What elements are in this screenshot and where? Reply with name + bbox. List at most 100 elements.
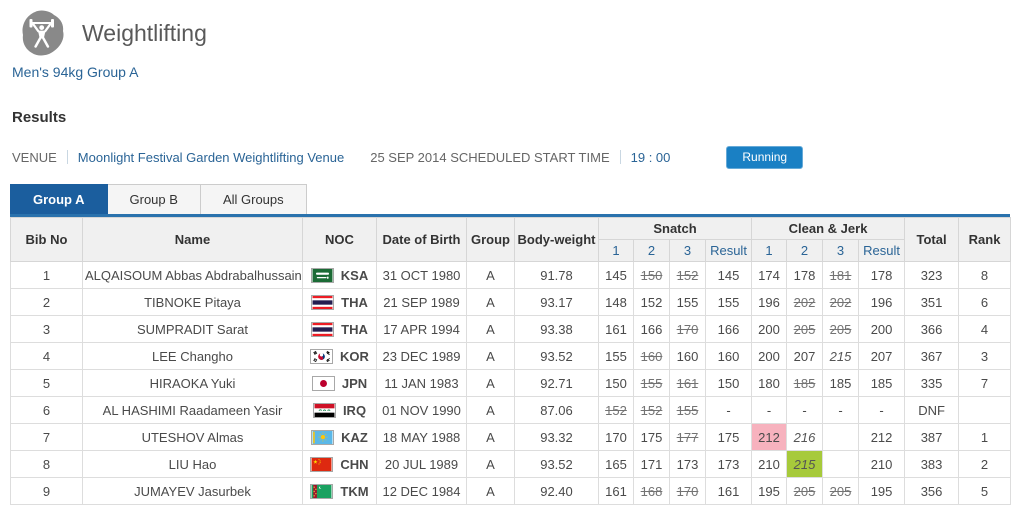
noc-cell: KAZ (302, 423, 377, 451)
attempt-value: 178 (793, 267, 816, 283)
cj-attempt-1-cell: 212 (751, 423, 788, 451)
dob-cell: 21 SEP 1989 (376, 288, 467, 316)
flag-kaz-icon (311, 429, 335, 445)
attempt-value: 170 (676, 483, 699, 499)
name-cell: HIRAOKA Yuki (82, 369, 303, 397)
attempt-value: 207 (793, 348, 816, 364)
attempt-value: 202 (829, 294, 852, 310)
cj-attempt-3-cell: 205 (822, 477, 860, 505)
noc-code: THA (341, 321, 368, 337)
attempt-value: 215 (829, 348, 852, 364)
noc-code: THA (341, 294, 368, 310)
bodyweight-cell: 93.17 (514, 288, 599, 316)
rank-cell: 1 (958, 423, 1012, 451)
flag-jpn-icon (311, 375, 335, 391)
attempt-value: 185 (793, 375, 816, 391)
attempt-value: 205 (793, 483, 816, 499)
name-cell: TIBNOKE Pitaya (82, 288, 303, 316)
col-cj-2: 2 (786, 239, 824, 262)
bib-cell: 7 (10, 423, 83, 451)
col-name: Name (82, 217, 303, 262)
dob-cell: 12 DEC 1984 (376, 477, 467, 505)
separator (619, 150, 621, 164)
table-row: 2 TIBNOKE Pitaya THA 21 SEP 1989 A 93.17 148 15… (10, 288, 1012, 316)
col-noc: NOC (302, 217, 377, 262)
total-cell: 383 (904, 450, 960, 478)
col-snatch: Snatch (597, 217, 753, 240)
attempt-value: - (838, 402, 843, 418)
bodyweight-cell: 92.40 (514, 477, 599, 505)
cj-attempt-2-cell: 205 (786, 315, 824, 343)
attempt-value: - (802, 402, 807, 418)
group-cell: A (466, 369, 515, 397)
noc-cell: CHN (302, 450, 377, 478)
flag-irq-icon (312, 402, 336, 418)
cj-attempt-3-cell (822, 423, 860, 451)
attempt-value: 152 (640, 294, 663, 310)
tab-group-b[interactable]: Group B (107, 184, 201, 214)
total-cell: 356 (904, 477, 960, 505)
table-row: 9 JUMAYEV Jasurbek TKM 12 DEC 1984 A 92.40 161… (10, 477, 1012, 505)
attempt-value: 160 (676, 348, 699, 364)
noc-code: KOR (340, 348, 369, 364)
event-link[interactable]: Men's 94kg Group A (12, 64, 139, 80)
group-cell: A (466, 342, 515, 370)
noc-cell: KSA (302, 261, 377, 289)
cj-result-cell: 212 (858, 423, 906, 451)
attempt-value: 165 (605, 456, 627, 472)
venue-link[interactable]: Moonlight Festival Garden Weightlifting … (77, 149, 345, 165)
snatch-result-cell: 160 (704, 342, 753, 370)
table-row: 8 LIU Hao CHN 20 JUL 1989 A 93.52 165 171 173 173… (10, 450, 1012, 478)
table-row: 6 AL HASHIMI Raadameen Yasir IRQ 01 NOV 199… (10, 396, 1012, 424)
snatch-result-cell: 145 (704, 261, 753, 289)
cj-attempt-1-cell: 180 (751, 369, 788, 397)
cj-attempt-3-cell: - (822, 396, 860, 424)
group-cell: A (466, 261, 515, 289)
name-cell: ALQAISOUM Abbas Abdrabalhussain A (82, 261, 303, 289)
bib-cell: 6 (10, 396, 83, 424)
cj-result-cell: 195 (858, 477, 906, 505)
name-cell: JUMAYEV Jasurbek (82, 477, 303, 505)
tab-all-groups[interactable]: All Groups (200, 184, 307, 214)
cj-result-cell: 207 (858, 342, 906, 370)
attempt-value: 160 (640, 348, 663, 364)
cj-attempt-3-cell (822, 450, 860, 478)
noc-code: KAZ (341, 429, 368, 445)
col-snatch-result: Result (704, 239, 753, 262)
snatch-result-cell: 155 (704, 288, 753, 316)
noc-cell: IRQ (302, 396, 377, 424)
cj-result-cell: 185 (858, 369, 906, 397)
noc-cell: TKM (302, 477, 377, 505)
attempt-value: 185 (829, 375, 852, 391)
total-cell: 351 (904, 288, 960, 316)
bodyweight-cell: 93.52 (514, 342, 599, 370)
total-cell: 366 (904, 315, 960, 343)
cj-result-cell: 196 (858, 288, 906, 316)
snatch-attempt-2-cell: 152 (633, 396, 670, 424)
attempt-value: 205 (829, 483, 852, 499)
bodyweight-cell: 93.32 (514, 423, 599, 451)
separator (66, 150, 68, 164)
bib-cell: 9 (10, 477, 83, 505)
col-cj-result: Result (858, 239, 906, 262)
snatch-attempt-3-cell: 170 (669, 315, 706, 343)
flag-ksa-icon (310, 267, 334, 283)
bib-cell: 5 (10, 369, 83, 397)
results-table: Bib No Name NOC Date of Birth Group Body… (10, 217, 1012, 505)
table-row: 5 HIRAOKA Yuki JPN 11 JAN 1983 A 92.71 150 155 1… (10, 369, 1012, 397)
dob-cell: 11 JAN 1983 (376, 369, 467, 397)
table-row: 7 UTESHOV Almas KAZ 18 MAY 1988 A 93.32 170 175… (10, 423, 1012, 451)
attempt-value: 168 (640, 483, 663, 499)
venue-label: VENUE (12, 149, 57, 165)
dob-cell: 01 NOV 1990 (376, 396, 467, 424)
attempt-value: 152 (640, 402, 663, 418)
col-body-weight: Body-weight (514, 217, 599, 262)
status-badge: Running (726, 145, 804, 169)
snatch-attempt-2-cell: 175 (633, 423, 670, 451)
dob-cell: 17 APR 1994 (376, 315, 467, 343)
bib-cell: 2 (10, 288, 83, 316)
col-date-of-birth: Date of Birth (376, 217, 467, 262)
attempt-value: 195 (758, 483, 780, 499)
snatch-attempt-1-cell: 150 (598, 369, 634, 397)
tab-group-a[interactable]: Group A (10, 184, 108, 214)
